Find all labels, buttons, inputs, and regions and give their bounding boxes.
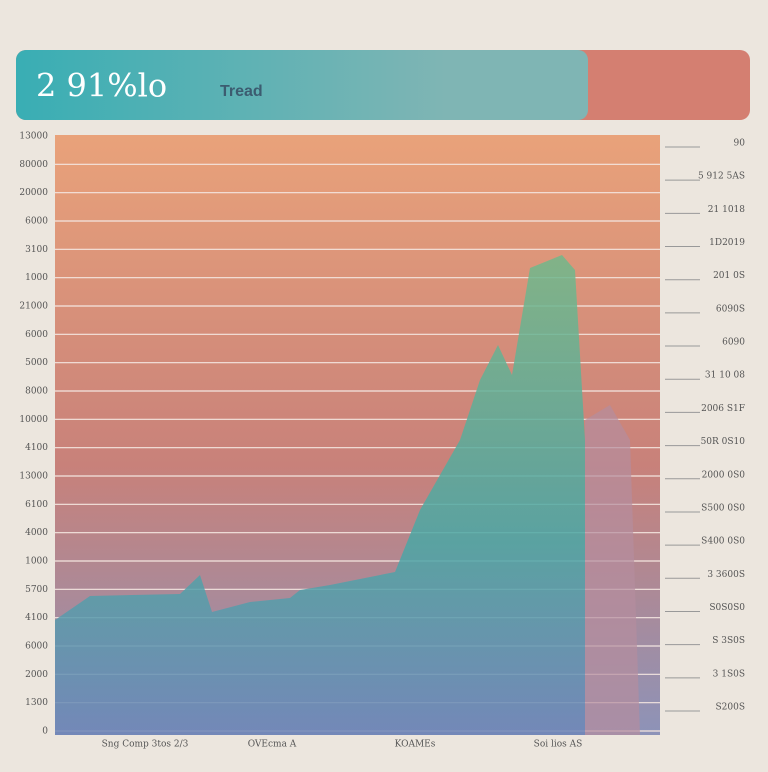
- left-label: 13000: [19, 132, 48, 142]
- right-label: 3 3600S: [707, 570, 745, 580]
- left-label: 1000: [25, 557, 48, 567]
- left-label: 4100: [25, 613, 48, 623]
- right-label: 21 1018: [708, 205, 745, 215]
- area-shape: [55, 255, 585, 735]
- right-label: 50R 0S10: [701, 437, 746, 447]
- left-label: 0: [42, 727, 48, 737]
- bottom-label: Soi lios AS: [534, 740, 583, 750]
- left-label: 8000: [25, 387, 48, 397]
- right-label: 90: [734, 139, 746, 149]
- header-title: 2 91%lo: [36, 67, 167, 105]
- left-label: 6000: [25, 330, 48, 340]
- right-label: 2000 0S0: [702, 470, 746, 480]
- right-label: 2006 S1F: [701, 404, 745, 414]
- right-label: 6090S: [716, 304, 745, 314]
- right-label: S200S: [715, 703, 745, 713]
- right-label: 31 10 08: [705, 371, 745, 381]
- right-label: 6090: [722, 338, 745, 348]
- left-label: 5000: [25, 358, 48, 368]
- right-label: S0S0S0: [709, 603, 745, 613]
- area-shadow: [585, 405, 640, 735]
- right-label: 3 1S0S: [713, 669, 745, 679]
- left-label: 10000: [19, 415, 48, 425]
- header-subtitle: Tread: [220, 83, 263, 100]
- bottom-label: OVEcma A: [248, 740, 297, 750]
- left-label: 21000: [19, 302, 48, 312]
- left-label: 6100: [25, 500, 48, 510]
- right-label: 5 912 5AS: [698, 172, 745, 182]
- left-label: 20000: [19, 188, 48, 198]
- bottom-label: Sng Comp 3tos 2/3: [102, 740, 189, 750]
- right-label: 1D2019: [709, 238, 745, 248]
- left-label: 13000: [19, 472, 48, 482]
- left-label: 5700: [25, 585, 48, 595]
- right-label: 201 0S: [713, 271, 745, 281]
- left-label: 1000: [25, 273, 48, 283]
- bottom-label: KOAMEs: [395, 740, 436, 750]
- left-label: 2000: [25, 670, 48, 680]
- left-label: 6000: [25, 217, 48, 227]
- footer: [0, 735, 768, 768]
- right-label: S500 0S0: [701, 503, 745, 513]
- left-label: 1300: [25, 698, 48, 708]
- left-label: 4100: [25, 443, 48, 453]
- left-label: 80000: [19, 160, 48, 170]
- right-label: S 3S0S: [712, 636, 745, 646]
- left-label: 6000: [25, 642, 48, 652]
- header-main: [16, 50, 588, 120]
- right-label: S400 0S0: [701, 537, 745, 547]
- left-label: 4000: [25, 528, 48, 538]
- left-label: 3100: [25, 245, 48, 255]
